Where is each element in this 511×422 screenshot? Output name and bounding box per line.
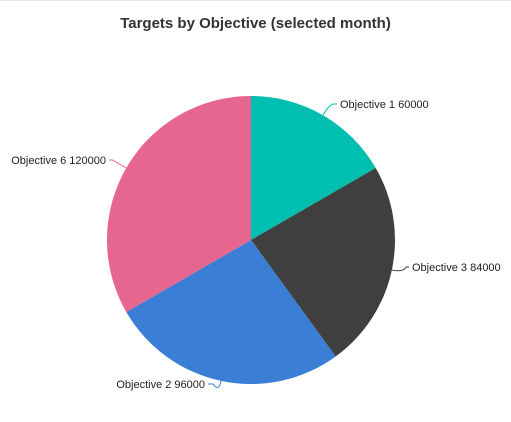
slice-labels: Objective 1 60000 Objective 3 84000 Object… [11,99,500,391]
leader-line [322,103,337,116]
leader-line [208,380,222,389]
pie-slices [107,96,395,384]
pie-slice-objective-6[interactable] [107,96,251,312]
pie-slice-objective-1[interactable] [251,96,376,240]
leader-line [391,266,409,272]
chart-title: Targets by Objective (selected month) [120,15,391,32]
slice-label: Objective 2 96000 [116,379,205,391]
pie-slice-objective-3[interactable] [251,168,395,357]
leader-line [109,159,127,169]
leader-lines [109,103,409,389]
slice-label: Objective 6 120000 [11,155,106,167]
pie-slice-objective-2[interactable] [126,240,336,384]
top-border [0,0,511,4]
slice-label: Objective 3 84000 [412,262,501,274]
slice-label: Objective 1 60000 [340,99,429,111]
